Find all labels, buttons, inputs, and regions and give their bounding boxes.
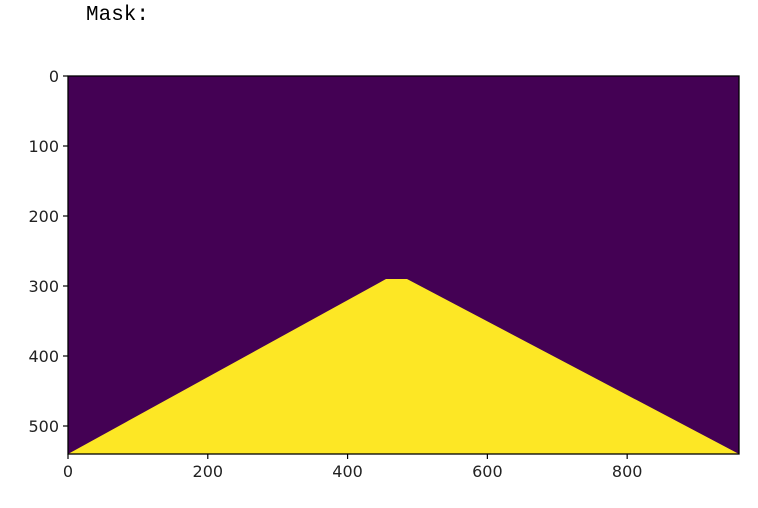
y-tick-label-300: 300	[28, 277, 59, 296]
x-tick-label-0: 0	[63, 462, 73, 481]
x-tick-label-200: 200	[193, 462, 224, 481]
output-caption: Mask:	[86, 4, 150, 27]
y-tick-label-0: 0	[49, 67, 59, 86]
y-tick-label-500: 500	[28, 417, 59, 436]
y-tick-label-100: 100	[28, 137, 59, 156]
x-tick-label-400: 400	[332, 462, 363, 481]
axes-frame	[67, 75, 740, 455]
y-tick-label-400: 400	[28, 347, 59, 366]
x-tick-label-600: 600	[472, 462, 503, 481]
mask-region-polygon	[68, 279, 739, 454]
x-tick-label-800: 800	[612, 462, 643, 481]
y-tick-label-200: 200	[28, 207, 59, 226]
